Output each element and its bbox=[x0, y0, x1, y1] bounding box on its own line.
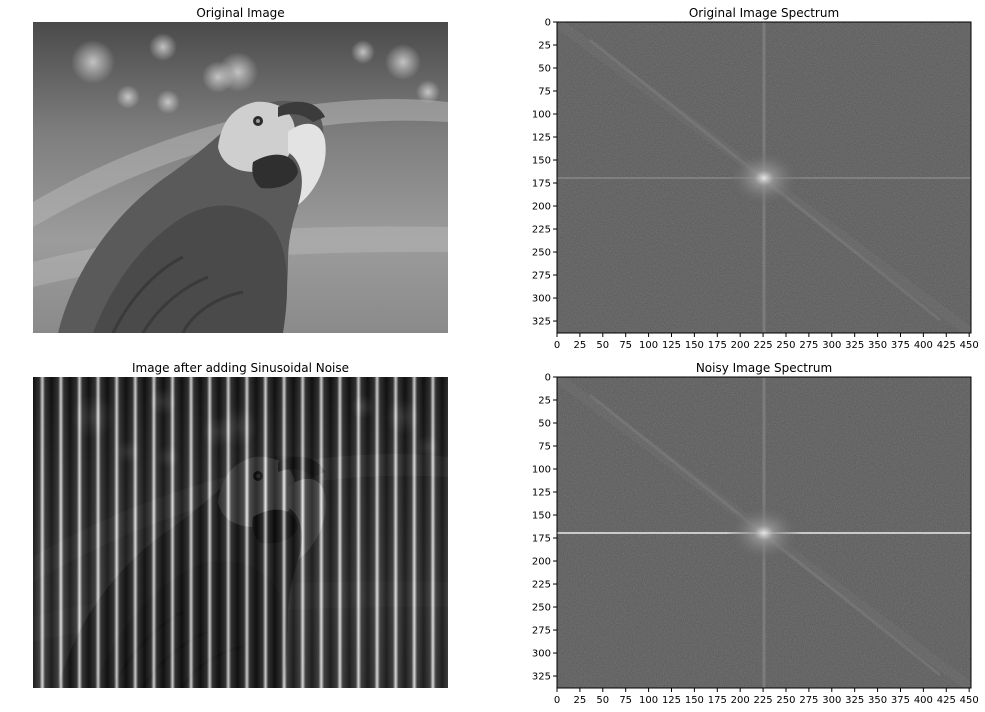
panel-title: Noisy Image Spectrum bbox=[696, 361, 832, 375]
y-tick-label: 225 bbox=[532, 580, 551, 591]
y-tick-label: 300 bbox=[532, 649, 551, 660]
x-tick-label: 225 bbox=[754, 340, 773, 351]
y-tick-label: 150 bbox=[532, 511, 551, 522]
panel-title: Original Image bbox=[196, 6, 284, 20]
x-tick-label: 250 bbox=[776, 340, 795, 351]
y-tick-label: 200 bbox=[532, 202, 551, 213]
x-tick-label: 0 bbox=[554, 695, 560, 706]
x-tick-label: 300 bbox=[822, 340, 841, 351]
y-tick-label: 75 bbox=[538, 87, 551, 98]
y-tick-label: 25 bbox=[538, 396, 551, 407]
x-tick-label: 200 bbox=[731, 695, 750, 706]
y-tick-label: 225 bbox=[532, 225, 551, 236]
x-tick-label: 225 bbox=[754, 695, 773, 706]
x-tick-label: 325 bbox=[845, 695, 864, 706]
axes-frame bbox=[556, 21, 972, 334]
spectrum-image bbox=[557, 377, 971, 688]
y-tick-label: 275 bbox=[532, 271, 551, 282]
panel-original-spectrum: Original Image Spectrum 0 25 50 75 100 125 150… bbox=[532, 6, 979, 351]
y-tick-label: 150 bbox=[532, 156, 551, 167]
noisy-parrot-image bbox=[33, 377, 448, 688]
panel-noisy-spectrum: Noisy Image Spectrum 0 25 50 75 100 125 150 175… bbox=[532, 361, 979, 706]
x-axis: 0 25 50 75 100 125 150 175 200 225 250 275 300 325 350… bbox=[554, 688, 979, 706]
x-tick-label: 425 bbox=[937, 695, 956, 706]
y-tick-label: 75 bbox=[538, 442, 551, 453]
panel-noisy-image: Image after adding Sinusoidal Noise bbox=[33, 361, 448, 688]
x-tick-label: 300 bbox=[822, 695, 841, 706]
y-tick-label: 200 bbox=[532, 557, 551, 568]
x-tick-label: 125 bbox=[662, 340, 681, 351]
x-tick-label: 150 bbox=[685, 340, 704, 351]
x-tick-label: 25 bbox=[574, 340, 587, 351]
y-tick-label: 50 bbox=[538, 419, 551, 430]
y-tick-label: 0 bbox=[545, 18, 551, 29]
x-tick-label: 350 bbox=[868, 695, 887, 706]
x-tick-label: 0 bbox=[554, 340, 560, 351]
y-axis: 0 25 50 75 100 125 150 175 200 225 250 275 300 325 bbox=[532, 18, 557, 328]
x-tick-label: 200 bbox=[731, 340, 750, 351]
x-tick-label: 400 bbox=[914, 340, 933, 351]
x-tick-label: 75 bbox=[619, 340, 632, 351]
x-tick-label: 125 bbox=[662, 695, 681, 706]
x-tick-label: 325 bbox=[845, 340, 864, 351]
y-tick-label: 25 bbox=[538, 41, 551, 52]
x-tick-label: 150 bbox=[685, 695, 704, 706]
panel-title: Image after adding Sinusoidal Noise bbox=[132, 361, 349, 375]
y-tick-label: 0 bbox=[545, 373, 551, 384]
x-tick-label: 100 bbox=[639, 695, 658, 706]
y-tick-label: 325 bbox=[532, 672, 551, 683]
spectrum-image bbox=[557, 22, 971, 333]
x-tick-label: 100 bbox=[639, 340, 658, 351]
x-tick-label: 50 bbox=[596, 340, 609, 351]
x-tick-label: 275 bbox=[799, 340, 818, 351]
x-tick-label: 275 bbox=[799, 695, 818, 706]
x-tick-label: 375 bbox=[891, 340, 910, 351]
axes-frame bbox=[556, 376, 972, 689]
x-tick-label: 250 bbox=[776, 695, 795, 706]
y-tick-label: 100 bbox=[532, 465, 551, 476]
x-tick-label: 175 bbox=[708, 695, 727, 706]
y-tick-label: 300 bbox=[532, 294, 551, 305]
parrot-image bbox=[33, 22, 448, 333]
x-tick-label: 25 bbox=[574, 695, 587, 706]
x-tick-label: 450 bbox=[960, 340, 979, 351]
x-tick-label: 450 bbox=[960, 695, 979, 706]
y-tick-label: 50 bbox=[538, 64, 551, 75]
y-tick-label: 250 bbox=[532, 248, 551, 259]
x-axis: 0 25 50 75 100 125 150 175 200 225 250 275 300 325 350… bbox=[554, 333, 979, 351]
x-tick-label: 50 bbox=[596, 695, 609, 706]
x-tick-label: 400 bbox=[914, 695, 933, 706]
y-tick-label: 125 bbox=[532, 488, 551, 499]
x-tick-label: 175 bbox=[708, 340, 727, 351]
panel-title: Original Image Spectrum bbox=[689, 6, 839, 20]
y-tick-label: 175 bbox=[532, 179, 551, 190]
x-tick-label: 75 bbox=[619, 695, 632, 706]
y-axis: 0 25 50 75 100 125 150 175 200 225 250 275 300 325 bbox=[532, 373, 557, 683]
panel-original-image: Original Image bbox=[33, 6, 448, 333]
y-tick-label: 325 bbox=[532, 317, 551, 328]
x-tick-label: 425 bbox=[937, 340, 956, 351]
x-tick-label: 350 bbox=[868, 340, 887, 351]
y-tick-label: 100 bbox=[532, 110, 551, 121]
y-tick-label: 125 bbox=[532, 133, 551, 144]
y-tick-label: 250 bbox=[532, 603, 551, 614]
y-tick-label: 175 bbox=[532, 534, 551, 545]
x-tick-label: 375 bbox=[891, 695, 910, 706]
y-tick-label: 275 bbox=[532, 626, 551, 637]
